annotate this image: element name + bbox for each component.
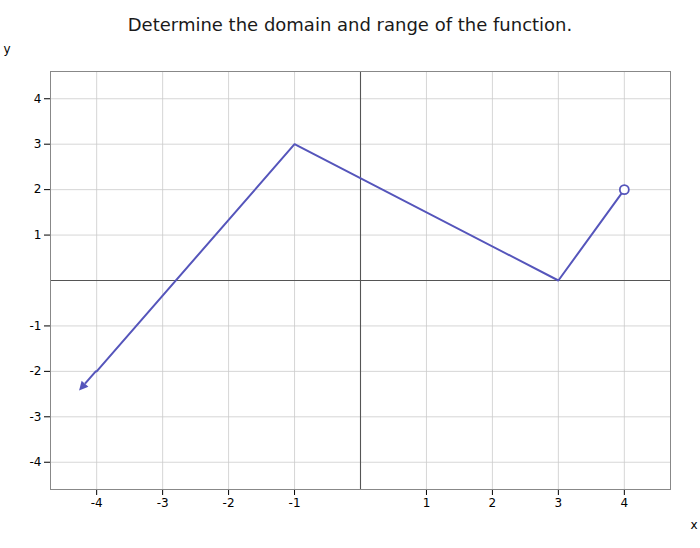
- svg-text:-4: -4: [30, 455, 42, 469]
- svg-text:x: x: [690, 518, 697, 532]
- svg-text:-4: -4: [91, 496, 103, 510]
- html-text:Determine the domain and range: Determine the domain and range of the fu…: [127, 14, 573, 35]
- svg-text:3: 3: [555, 496, 563, 510]
- svg-text:4: 4: [621, 496, 629, 510]
- svg-text:-3: -3: [157, 496, 169, 510]
- svg-text:1: 1: [423, 496, 431, 510]
- svg-text:4: 4: [34, 92, 42, 106]
- svg-text:-1: -1: [30, 319, 42, 333]
- svg-text:3: 3: [34, 137, 42, 151]
- svg-text:2: 2: [34, 182, 42, 196]
- svg-text:-1: -1: [289, 496, 301, 510]
- svg-text:1: 1: [34, 228, 42, 242]
- svg-text:y: y: [4, 42, 11, 56]
- svg-text:-2: -2: [223, 496, 235, 510]
- svg-text:-3: -3: [30, 410, 42, 424]
- svg-text:2: 2: [489, 496, 497, 510]
- svg-text:-2: -2: [30, 364, 42, 378]
